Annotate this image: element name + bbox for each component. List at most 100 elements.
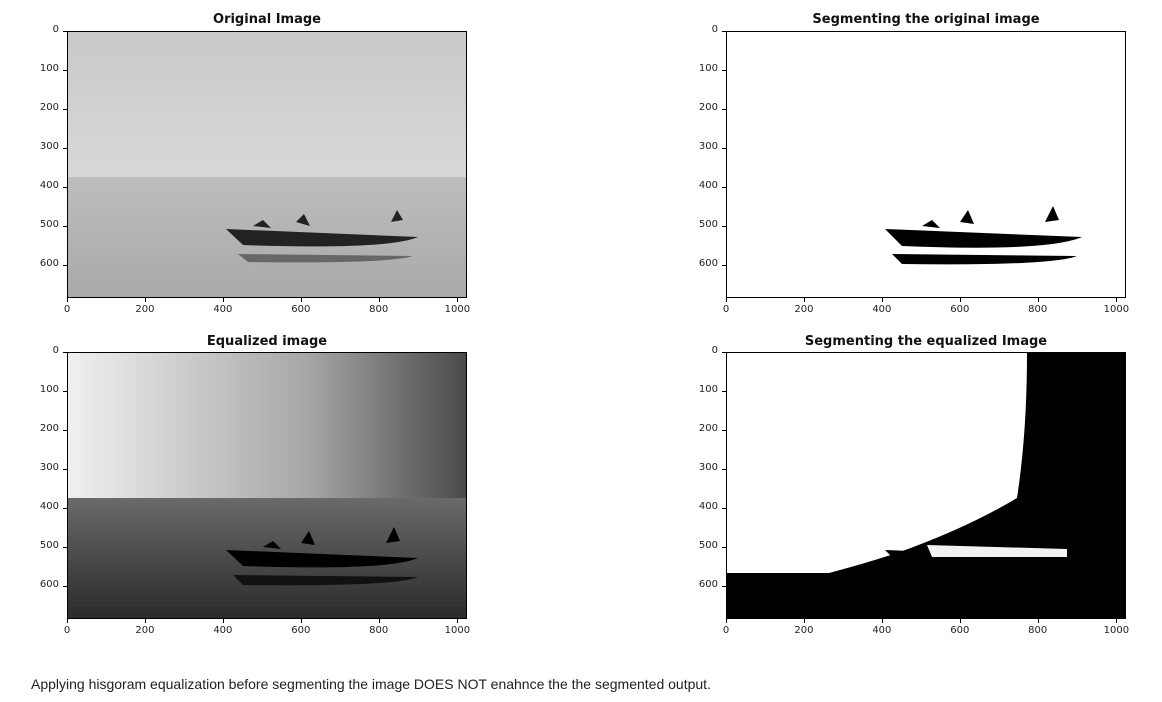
x-tick-mark bbox=[300, 619, 302, 623]
panel-title: Segmenting the original image bbox=[812, 12, 1040, 27]
y-tick-mark bbox=[63, 352, 67, 353]
y-tick-mark bbox=[722, 468, 726, 470]
y-tick-mark bbox=[63, 108, 67, 110]
y-tick-label: 600 bbox=[698, 578, 718, 590]
x-tick-mark bbox=[378, 298, 380, 302]
y-tick-mark bbox=[63, 147, 67, 149]
y-tick-label: 300 bbox=[698, 461, 718, 473]
x-tick-label: 400 bbox=[872, 625, 892, 636]
x-tick-mark bbox=[726, 619, 727, 623]
x-tick-mark bbox=[222, 298, 224, 302]
y-tick-label: 0 bbox=[711, 24, 718, 35]
y-tick-label: 0 bbox=[52, 24, 59, 35]
x-tick-label: 800 bbox=[1028, 304, 1048, 315]
y-tick-label: 600 bbox=[698, 257, 718, 269]
y-tick-label: 300 bbox=[698, 140, 718, 152]
x-tick-label: 600 bbox=[291, 304, 311, 315]
y-tick-mark bbox=[722, 352, 726, 353]
x-tick-mark bbox=[803, 298, 805, 302]
x-tick-mark bbox=[144, 619, 146, 623]
x-tick-label: 200 bbox=[135, 304, 155, 315]
y-tick-label: 400 bbox=[39, 500, 59, 512]
image-equalized bbox=[67, 352, 467, 619]
y-tick-label: 0 bbox=[52, 345, 59, 356]
y-tick-mark bbox=[722, 186, 726, 188]
y-tick-mark bbox=[722, 69, 726, 71]
x-tick-mark bbox=[222, 619, 224, 623]
x-tick-label: 800 bbox=[369, 304, 389, 315]
x-tick-label: 1000 bbox=[444, 304, 471, 315]
x-tick-mark bbox=[959, 619, 961, 623]
image-seg-equalized bbox=[726, 352, 1126, 619]
y-tick-mark bbox=[63, 507, 67, 509]
y-tick-label: 500 bbox=[698, 218, 718, 230]
x-tick-mark bbox=[456, 298, 458, 302]
y-tick-label: 200 bbox=[39, 101, 59, 113]
y-tick-mark bbox=[722, 108, 726, 110]
y-tick-mark bbox=[722, 507, 726, 509]
y-tick-label: 400 bbox=[698, 500, 718, 512]
y-tick-label: 400 bbox=[698, 179, 718, 191]
x-tick-mark bbox=[67, 298, 68, 302]
x-tick-mark bbox=[1037, 298, 1039, 302]
y-tick-mark bbox=[722, 429, 726, 431]
x-tick-label: 400 bbox=[213, 304, 233, 315]
x-tick-label: 400 bbox=[213, 625, 233, 636]
x-tick-label: 200 bbox=[794, 625, 814, 636]
panel-title: Original Image bbox=[213, 12, 321, 27]
y-tick-mark bbox=[63, 31, 67, 32]
caption: Applying hisgoram equalization before se… bbox=[31, 676, 711, 692]
panel-title: Segmenting the equalized Image bbox=[804, 334, 1048, 349]
y-tick-mark bbox=[63, 585, 67, 587]
y-tick-label: 200 bbox=[698, 422, 718, 434]
y-tick-mark bbox=[722, 546, 726, 548]
equalized-image-render bbox=[68, 353, 466, 618]
x-tick-label: 600 bbox=[291, 625, 311, 636]
y-tick-label: 500 bbox=[39, 539, 59, 551]
y-tick-label: 600 bbox=[39, 578, 59, 590]
x-tick-mark bbox=[959, 298, 961, 302]
x-tick-label: 800 bbox=[369, 625, 389, 636]
x-tick-mark bbox=[803, 619, 805, 623]
x-tick-label: 0 bbox=[63, 304, 71, 315]
x-tick-label: 600 bbox=[950, 304, 970, 315]
y-tick-label: 400 bbox=[39, 179, 59, 191]
y-tick-label: 0 bbox=[711, 345, 718, 356]
y-tick-label: 500 bbox=[39, 218, 59, 230]
y-tick-label: 300 bbox=[39, 461, 59, 473]
x-tick-mark bbox=[1115, 619, 1117, 623]
x-tick-mark bbox=[726, 298, 727, 302]
y-tick-mark bbox=[722, 585, 726, 587]
x-tick-label: 600 bbox=[950, 625, 970, 636]
x-tick-label: 1000 bbox=[444, 625, 471, 636]
y-tick-mark bbox=[63, 225, 67, 227]
y-tick-label: 500 bbox=[698, 539, 718, 551]
panel-title: Equalized image bbox=[206, 334, 328, 349]
y-tick-mark bbox=[722, 225, 726, 227]
y-tick-mark bbox=[63, 468, 67, 470]
y-tick-mark bbox=[63, 390, 67, 392]
x-tick-mark bbox=[67, 619, 68, 623]
y-tick-mark bbox=[63, 264, 67, 266]
x-tick-mark bbox=[456, 619, 458, 623]
x-tick-mark bbox=[1037, 619, 1039, 623]
y-tick-label: 600 bbox=[39, 257, 59, 269]
original-image-render bbox=[68, 32, 466, 297]
x-tick-label: 0 bbox=[722, 304, 730, 315]
image-seg-original bbox=[726, 31, 1126, 298]
x-tick-label: 1000 bbox=[1103, 625, 1130, 636]
y-tick-mark bbox=[722, 390, 726, 392]
y-tick-label: 200 bbox=[39, 422, 59, 434]
y-tick-mark bbox=[722, 147, 726, 149]
y-tick-label: 200 bbox=[698, 101, 718, 113]
y-tick-mark bbox=[722, 264, 726, 266]
y-tick-label: 100 bbox=[698, 383, 718, 395]
y-tick-label: 100 bbox=[698, 62, 718, 74]
x-tick-label: 200 bbox=[794, 304, 814, 315]
y-tick-mark bbox=[63, 186, 67, 188]
seg-equalized-render bbox=[727, 353, 1125, 618]
x-tick-label: 1000 bbox=[1103, 304, 1130, 315]
y-tick-label: 100 bbox=[39, 62, 59, 74]
y-tick-mark bbox=[63, 69, 67, 71]
x-tick-label: 200 bbox=[135, 625, 155, 636]
